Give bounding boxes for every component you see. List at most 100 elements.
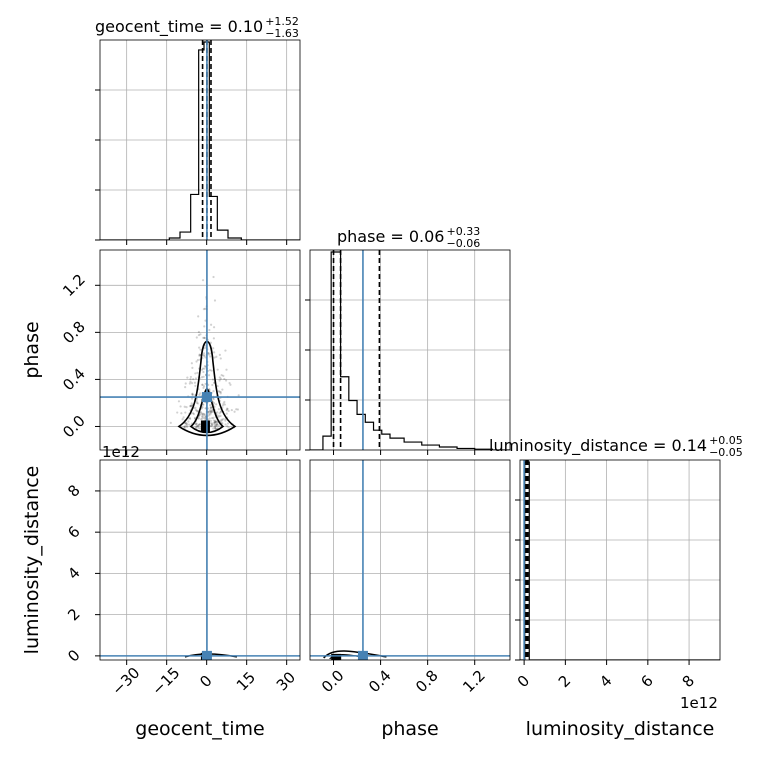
sample-point [215,355,218,358]
panel-geocent_time-vs-phase [99,237,301,451]
sample-point [195,426,198,429]
y-tick-label: 0 [64,646,83,665]
sample-point [176,411,179,414]
sample-point [195,400,198,403]
sample-point [195,422,198,425]
sample-point [228,381,231,385]
sample-point [189,404,193,407]
sample-point [223,377,226,381]
sample-point [208,237,210,239]
sample-point [183,426,187,429]
sample-point [197,330,200,334]
sample-point [212,275,215,279]
sample-point [186,376,189,379]
sample-point [210,406,213,409]
sample-point [219,414,222,417]
sample-point [185,424,188,427]
sample-point [224,349,227,352]
sample-point [235,408,238,411]
sample-point [203,365,207,368]
sample-point [225,379,228,382]
x-tick-label: 1.2 [459,666,489,696]
sample-point [223,403,227,406]
sample-point [201,412,204,415]
sample-point [195,401,199,405]
sample-point [218,412,221,415]
sample-point [188,423,191,426]
x-axis-label-geocent_time: geocent_time [135,718,264,740]
sample-point [203,336,206,340]
sample-point [202,354,205,357]
sample-point [212,419,215,422]
x-tick-label: 0 [514,672,533,691]
sample-point [210,416,214,420]
sample-point [196,425,199,428]
sample-point [209,411,213,414]
sample-point [218,390,221,393]
sample-point [221,419,224,422]
sample-point [226,422,230,425]
sample-point [179,405,182,408]
panel-phase-hist [309,249,511,451]
sample-point [188,382,191,385]
sample-point [219,357,222,360]
sample-point [199,348,202,351]
x-tick-label: 6 [637,672,656,691]
sample-point [213,420,217,423]
sample-point [197,417,200,420]
y-tick-label: 8 [64,481,83,500]
sample-point [226,407,229,410]
sample-point [199,411,202,414]
sample-point [198,423,201,426]
panel-content [520,460,720,660]
sample-point [219,392,222,395]
x-tick-label: −15 [148,664,183,699]
sample-point [214,427,217,430]
truth-marker [357,650,368,660]
sample-point [210,410,213,413]
sample-point [184,382,187,385]
sample-point [200,418,203,421]
sample-point [209,410,212,413]
sample-point [213,423,216,426]
sample-point [227,409,230,413]
sample-point [189,375,192,379]
sample-point [204,356,207,359]
sample-point [195,360,198,363]
sample-point [218,415,221,418]
y-tick-label: 0.0 [59,412,89,442]
sample-point [215,424,218,427]
panel-frame [309,459,511,661]
title-error-minus: −0.05 [709,446,743,459]
sample-point [219,410,222,414]
y-axis-label-phase: phase [21,321,43,378]
sample-point [203,413,206,416]
title-error-minus: −0.06 [446,237,480,250]
sample-point [193,416,197,420]
sample-point [218,379,221,382]
sample-point [202,370,205,374]
sample-point [212,401,216,405]
sample-point [200,413,204,416]
sample-point [215,420,218,424]
x-tick-label: 0 [196,672,215,691]
sample-point [227,426,230,429]
sample-point [202,403,205,406]
sample-point [209,419,212,422]
sample-point [200,368,204,371]
sample-point [194,372,197,375]
contour-outer [177,340,237,437]
panel-frame [519,459,721,661]
sample-point [194,408,197,412]
x-offset-text: 1e12 [680,694,718,712]
sample-point [194,423,197,426]
sample-point [220,374,223,377]
sample-point [208,328,211,332]
sample-point [183,425,186,429]
sample-point [195,336,198,339]
y-tick-label: 0.4 [59,365,89,395]
panel-frame [99,459,301,661]
sample-point [190,362,193,365]
sample-point [193,381,197,384]
